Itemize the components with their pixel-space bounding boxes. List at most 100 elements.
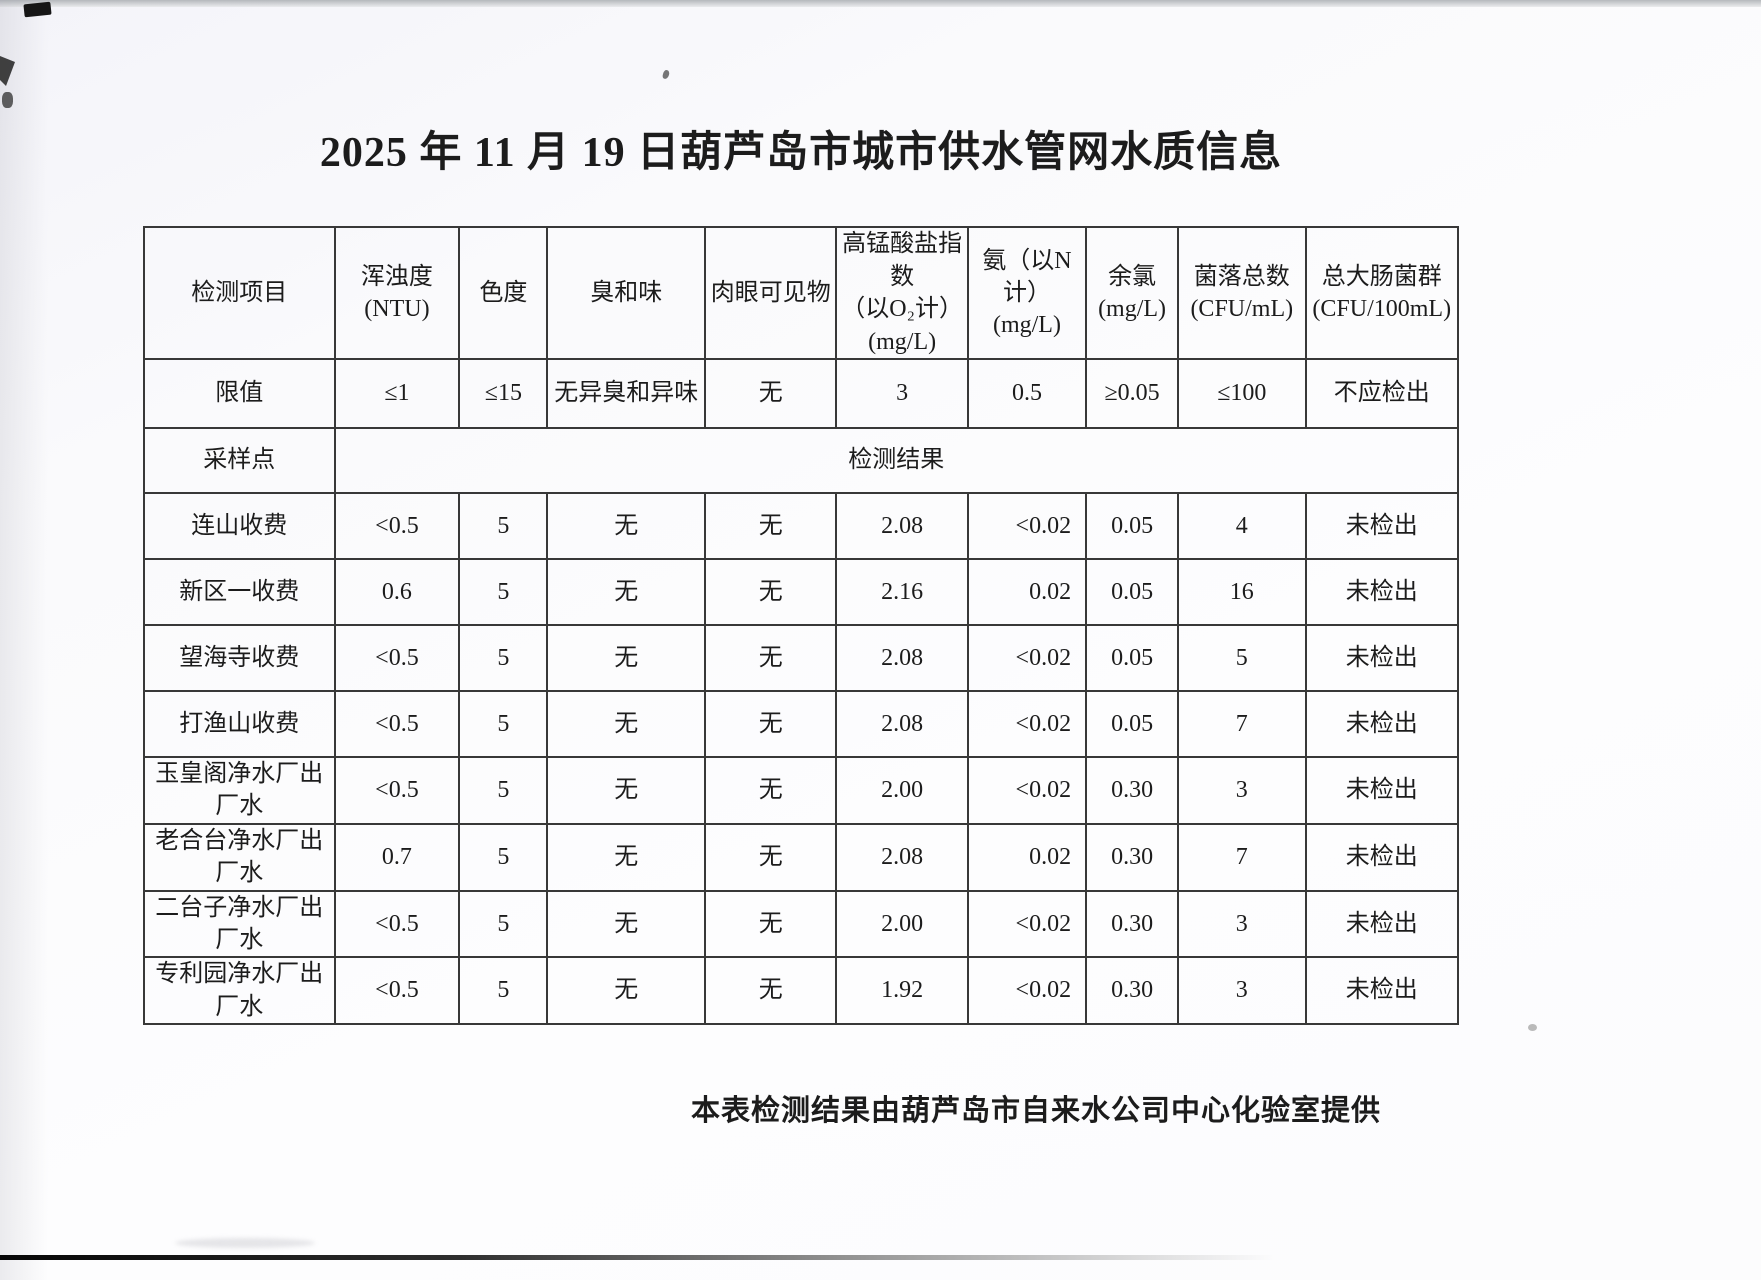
scan-bottom-edge-artifact xyxy=(0,1255,1315,1260)
col-header-odor: 臭和味 xyxy=(546,226,707,360)
cell-ammonia: <0.02 xyxy=(966,689,1088,758)
cell-chroma: 5 xyxy=(458,956,549,1026)
limit-odor-cell: 无异臭和异味 xyxy=(546,357,707,429)
col-header-colony-count: 菌落总数 (CFU/mL) xyxy=(1177,226,1307,360)
cell-coliform: 未检出 xyxy=(1304,623,1459,692)
cell-odor: 无 xyxy=(546,623,707,692)
limit-visible-matter-cell: 无 xyxy=(704,357,838,429)
cell-ammonia: <0.02 xyxy=(966,755,1088,825)
cell-permanganate: 1.92 xyxy=(835,956,969,1026)
cell-chlorine: 0.05 xyxy=(1085,557,1180,626)
cell-coliform: 未检出 xyxy=(1304,956,1459,1026)
cell-chlorine: 0.30 xyxy=(1085,889,1180,959)
site-name-cell: 专利园净水厂出厂水 xyxy=(143,956,336,1026)
attribution-footer: 本表检测结果由葫芦岛市自来水公司中心化验室提供 xyxy=(690,1095,1381,1128)
cell-colony: 7 xyxy=(1177,689,1307,758)
cell-coliform: 未检出 xyxy=(1304,755,1459,825)
cell-permanganate: 2.08 xyxy=(835,623,969,692)
sampling-point-label-cell: 采样点 xyxy=(143,426,336,494)
col-header-chroma: 色度 xyxy=(458,226,549,360)
table-row: 二台子净水厂出厂水 <0.5 5 无 无 2.00 <0.02 0.30 3 未… xyxy=(143,889,1459,959)
cell-chlorine: 0.05 xyxy=(1085,689,1180,758)
cell-ammonia: <0.02 xyxy=(966,956,1088,1026)
cell-turbidity: 0.7 xyxy=(333,822,461,892)
scan-ink-mark xyxy=(2,92,13,108)
scan-top-edge-artifact xyxy=(0,0,1761,7)
col-header-total-coliform: 总大肠菌群 (CFU/100mL) xyxy=(1304,226,1459,360)
cell-odor: 无 xyxy=(546,956,707,1026)
cell-odor: 无 xyxy=(546,889,707,959)
cell-visible-matter: 无 xyxy=(704,822,838,892)
cell-odor: 无 xyxy=(546,822,707,892)
cell-colony: 3 xyxy=(1177,956,1307,1026)
col-header-turbidity: 浑浊度(NTU) xyxy=(333,226,461,360)
cell-visible-matter: 无 xyxy=(704,623,838,692)
cell-chroma: 5 xyxy=(458,491,549,560)
cell-turbidity: <0.5 xyxy=(333,889,461,959)
limit-row: 限值 ≤1 ≤15 无异臭和异味 无 3 0.5 ≥0.05 ≤100 不应检出 xyxy=(143,357,1459,429)
limit-colony-cell: ≤100 xyxy=(1177,357,1307,429)
limit-permanganate-cell: 3 xyxy=(835,357,969,429)
cell-turbidity: <0.5 xyxy=(333,956,461,1026)
cell-chroma: 5 xyxy=(458,623,549,692)
cell-visible-matter: 无 xyxy=(704,755,838,825)
cell-chlorine: 0.05 xyxy=(1085,623,1180,692)
cell-coliform: 未检出 xyxy=(1304,491,1459,560)
cell-ammonia: <0.02 xyxy=(966,889,1088,959)
scan-smudge xyxy=(175,1238,315,1248)
cell-permanganate: 2.16 xyxy=(835,557,969,626)
cell-permanganate: 2.08 xyxy=(835,491,969,560)
cell-visible-matter: 无 xyxy=(704,491,838,560)
site-name-cell: 玉皇阁净水厂出厂水 xyxy=(143,755,336,825)
table-row: 连山收费 <0.5 5 无 无 2.08 <0.02 0.05 4 未检出 xyxy=(143,491,1459,560)
table-row: 老合台净水厂出厂水 0.7 5 无 无 2.08 0.02 0.30 7 未检出 xyxy=(143,822,1459,892)
section-row: 采样点 检测结果 xyxy=(143,426,1460,494)
cell-visible-matter: 无 xyxy=(704,956,838,1026)
cell-chlorine: 0.30 xyxy=(1085,822,1180,892)
limit-ammonia-cell: 0.5 xyxy=(966,357,1088,429)
cell-colony: 5 xyxy=(1177,623,1307,692)
cell-coliform: 未检出 xyxy=(1304,689,1459,758)
cell-ammonia: <0.02 xyxy=(966,491,1088,560)
cell-odor: 无 xyxy=(546,557,707,626)
table-row: 望海寺收费 <0.5 5 无 无 2.08 <0.02 0.05 5 未检出 xyxy=(143,623,1459,692)
cell-colony: 4 xyxy=(1177,491,1307,560)
limit-chlorine-cell: ≥0.05 xyxy=(1085,357,1180,429)
cell-odor: 无 xyxy=(546,689,707,758)
cell-permanganate: 2.08 xyxy=(835,822,969,892)
cell-colony: 16 xyxy=(1177,557,1307,626)
cell-coliform: 未检出 xyxy=(1304,822,1459,892)
limit-chroma-cell: ≤15 xyxy=(458,357,549,429)
table-row: 玉皇阁净水厂出厂水 <0.5 5 无 无 2.00 <0.02 0.30 3 未… xyxy=(143,755,1459,825)
cell-colony: 7 xyxy=(1177,822,1307,892)
cell-visible-matter: 无 xyxy=(704,889,838,959)
cell-colony: 3 xyxy=(1177,889,1307,959)
page-title: 2025 年 11 月 19 日葫芦岛市城市供水管网水质信息 xyxy=(319,130,1283,176)
cell-permanganate: 2.08 xyxy=(835,689,969,758)
cell-turbidity: <0.5 xyxy=(333,755,461,825)
site-name-cell: 新区一收费 xyxy=(143,557,336,626)
cell-chroma: 5 xyxy=(458,889,549,959)
col-header-ammonia: 氨（以N计） (mg/L) xyxy=(966,226,1088,360)
table-header-row: 检测项目 浑浊度(NTU) 色度 臭和味 肉眼可见物 高锰酸盐指数 （以O₂计）… xyxy=(143,226,1459,360)
cell-chroma: 5 xyxy=(458,822,549,892)
table-row: 专利园净水厂出厂水 <0.5 5 无 无 1.92 <0.02 0.30 3 未… xyxy=(143,956,1459,1026)
cell-permanganate: 2.00 xyxy=(835,889,969,959)
cell-ammonia: <0.02 xyxy=(966,623,1088,692)
col-header-permanganate-index: 高锰酸盐指数 （以O₂计） (mg/L) xyxy=(835,226,969,360)
col-header-residual-chlorine: 余氯 (mg/L) xyxy=(1085,226,1180,360)
document-content: 2025 年 11 月 19 日葫芦岛市城市供水管网水质信息 检测项目 浑浊度(… xyxy=(143,0,1460,1129)
cell-visible-matter: 无 xyxy=(704,557,838,626)
scan-speck xyxy=(1528,1024,1537,1031)
table-row: 新区一收费 0.6 5 无 无 2.16 0.02 0.05 16 未检出 xyxy=(143,557,1459,626)
cell-colony: 3 xyxy=(1177,755,1307,825)
col-header-visible-matter: 肉眼可见物 xyxy=(704,226,838,360)
cell-chlorine: 0.30 xyxy=(1085,956,1180,1026)
cell-chlorine: 0.30 xyxy=(1085,755,1180,825)
cell-coliform: 未检出 xyxy=(1304,889,1459,959)
cell-turbidity: <0.5 xyxy=(333,689,461,758)
cell-turbidity: <0.5 xyxy=(333,491,461,560)
cell-chlorine: 0.05 xyxy=(1085,491,1180,560)
cell-chroma: 5 xyxy=(458,557,549,626)
